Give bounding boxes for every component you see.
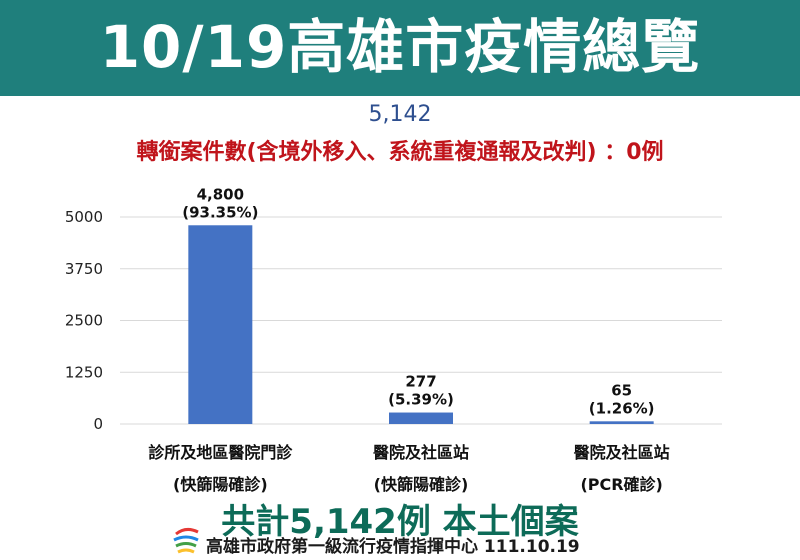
bar-value-label: 277: [405, 373, 436, 391]
chart-data-labels: 4,800(93.35%) 277(5.39%) 65(1.26%): [182, 185, 654, 417]
y-tick-label: 2500: [65, 312, 103, 330]
bar: [389, 412, 453, 424]
x-category-label: 醫院及社區站: [373, 443, 469, 462]
bar-percent-label: (93.35%): [182, 203, 258, 221]
bar-percent-label: (5.39%): [388, 391, 454, 409]
y-tick-label: 5000: [65, 208, 103, 226]
y-axis-ticks: 0 1250 2500 3750 5000: [65, 208, 103, 433]
footer-command-center: 高雄市政府第一級流行疫情指揮中心 111.10.19: [206, 537, 580, 557]
chart-bars: [188, 225, 654, 424]
x-category-label: 診所及地區醫院門診: [148, 443, 293, 462]
case-source-bar-chart: 0 1250 2500 3750 5000 4,800(93.35%) 277(5.39%…: [65, 185, 722, 494]
bar: [188, 225, 253, 424]
x-axis-categories: 診所及地區醫院門診 (快篩陽確診) 醫院及社區站 (快篩陽確診) 醫院及社區站 (PCR確…: [148, 443, 669, 494]
bar: [589, 421, 654, 424]
x-category-label: (快篩陽確診): [374, 475, 469, 494]
bar-value-label: 65: [611, 381, 632, 399]
transfer-cases-note: 轉銜案件數(含境外移入、系統重複通報及改判) ：0例: [136, 140, 664, 165]
total-cases-number: 5,142: [368, 102, 432, 127]
x-category-label: (PCR確診): [580, 475, 662, 494]
y-tick-label: 3750: [65, 260, 103, 278]
y-tick-label: 1250: [65, 363, 103, 381]
bar-value-label: 4,800: [197, 185, 244, 203]
title-banner: 10/19高雄市疫情總覽: [0, 0, 800, 96]
x-category-label: 醫院及社區站: [574, 443, 670, 462]
kaohsiung-logo-icon: [173, 527, 199, 554]
y-tick-label: 0: [93, 415, 103, 433]
page-title: 10/19高雄市疫情總覽: [99, 13, 701, 81]
summary-total: 共計5,142例 本土個案: [221, 502, 579, 542]
footer: 高雄市政府第一級流行疫情指揮中心 111.10.19: [168, 526, 788, 557]
x-category-label: (快篩陽確診): [173, 475, 268, 494]
bar-percent-label: (1.26%): [589, 399, 655, 417]
